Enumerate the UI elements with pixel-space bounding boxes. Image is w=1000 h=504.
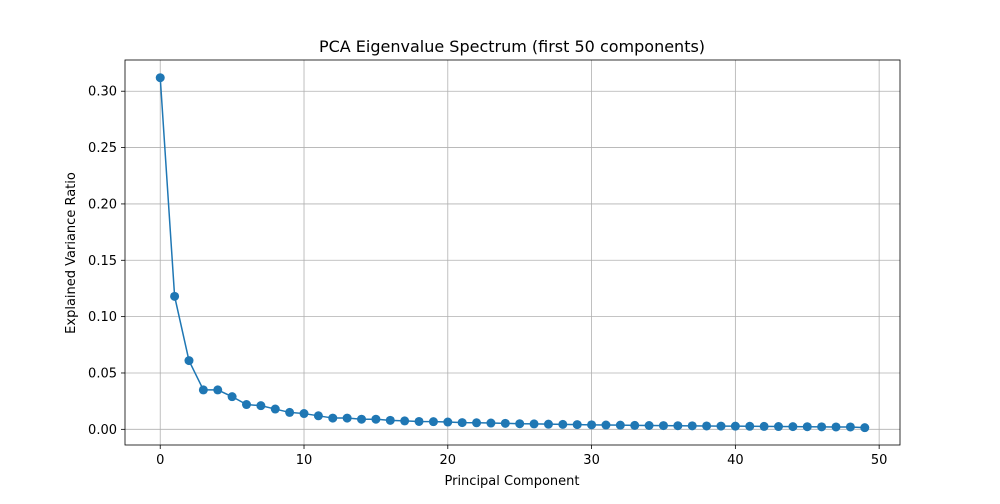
data-point [155, 73, 165, 83]
data-point [745, 421, 755, 431]
y-tick-label: 0.10 [88, 310, 117, 325]
data-point [572, 420, 582, 430]
data-point [831, 422, 841, 432]
data-point [845, 422, 855, 432]
data-series [155, 73, 870, 433]
data-point [687, 421, 697, 431]
data-point [730, 421, 740, 431]
data-point [702, 421, 712, 431]
data-point [486, 418, 496, 428]
data-point [529, 419, 539, 429]
y-tick-label: 0.00 [88, 423, 117, 438]
data-point [515, 419, 525, 429]
x-axis-label: Principal Component [444, 474, 579, 489]
data-point [644, 421, 654, 431]
chart-title: PCA Eigenvalue Spectrum (first 50 compon… [319, 37, 705, 56]
data-point [285, 407, 295, 417]
data-point [658, 421, 668, 431]
data-point [184, 356, 194, 366]
x-tick-label: 0 [156, 453, 164, 468]
data-point [673, 421, 683, 431]
data-point [371, 414, 381, 424]
x-tick-label: 10 [296, 453, 313, 468]
data-point [213, 385, 223, 395]
y-tick-label: 0.30 [88, 85, 117, 100]
data-point [759, 421, 769, 431]
y-tick-label: 0.15 [88, 254, 117, 269]
data-point [270, 404, 280, 414]
data-point [817, 422, 827, 432]
data-point [615, 420, 625, 430]
axis-ticks: 0 10 20 30 40 50 0.00 0.05 0.10 0.15 0.20 0.25 0.30 [88, 85, 887, 468]
data-point [630, 420, 640, 430]
data-point [500, 418, 510, 428]
x-tick-label: 50 [871, 453, 888, 468]
data-point [428, 417, 438, 427]
data-point [170, 291, 180, 301]
data-point [400, 416, 410, 426]
data-point [716, 421, 726, 431]
grid-lines [125, 60, 900, 445]
data-point [241, 400, 251, 410]
y-axis-label: Explained Variance Ratio [64, 172, 79, 334]
data-point [342, 413, 352, 423]
data-point [774, 422, 784, 432]
y-tick-label: 0.20 [88, 197, 117, 212]
data-point [457, 418, 467, 428]
x-tick-label: 30 [583, 453, 600, 468]
data-point [601, 420, 611, 430]
data-point [328, 413, 338, 423]
data-point [357, 414, 367, 424]
data-point [414, 416, 424, 426]
data-point [587, 420, 597, 430]
x-tick-label: 20 [440, 453, 457, 468]
data-point [299, 409, 309, 419]
x-tick-label: 40 [727, 453, 744, 468]
data-point [227, 392, 237, 402]
data-point [558, 419, 568, 429]
data-point [385, 415, 395, 425]
data-point [256, 401, 266, 411]
data-point [313, 411, 323, 421]
data-point [543, 419, 553, 429]
data-point [443, 417, 453, 427]
data-point [788, 422, 798, 432]
data-point [198, 385, 208, 395]
data-point [860, 423, 870, 433]
y-tick-label: 0.05 [88, 366, 117, 381]
y-tick-label: 0.25 [88, 141, 117, 156]
data-point [802, 422, 812, 432]
data-point [472, 418, 482, 428]
plot-frame [124, 59, 901, 446]
